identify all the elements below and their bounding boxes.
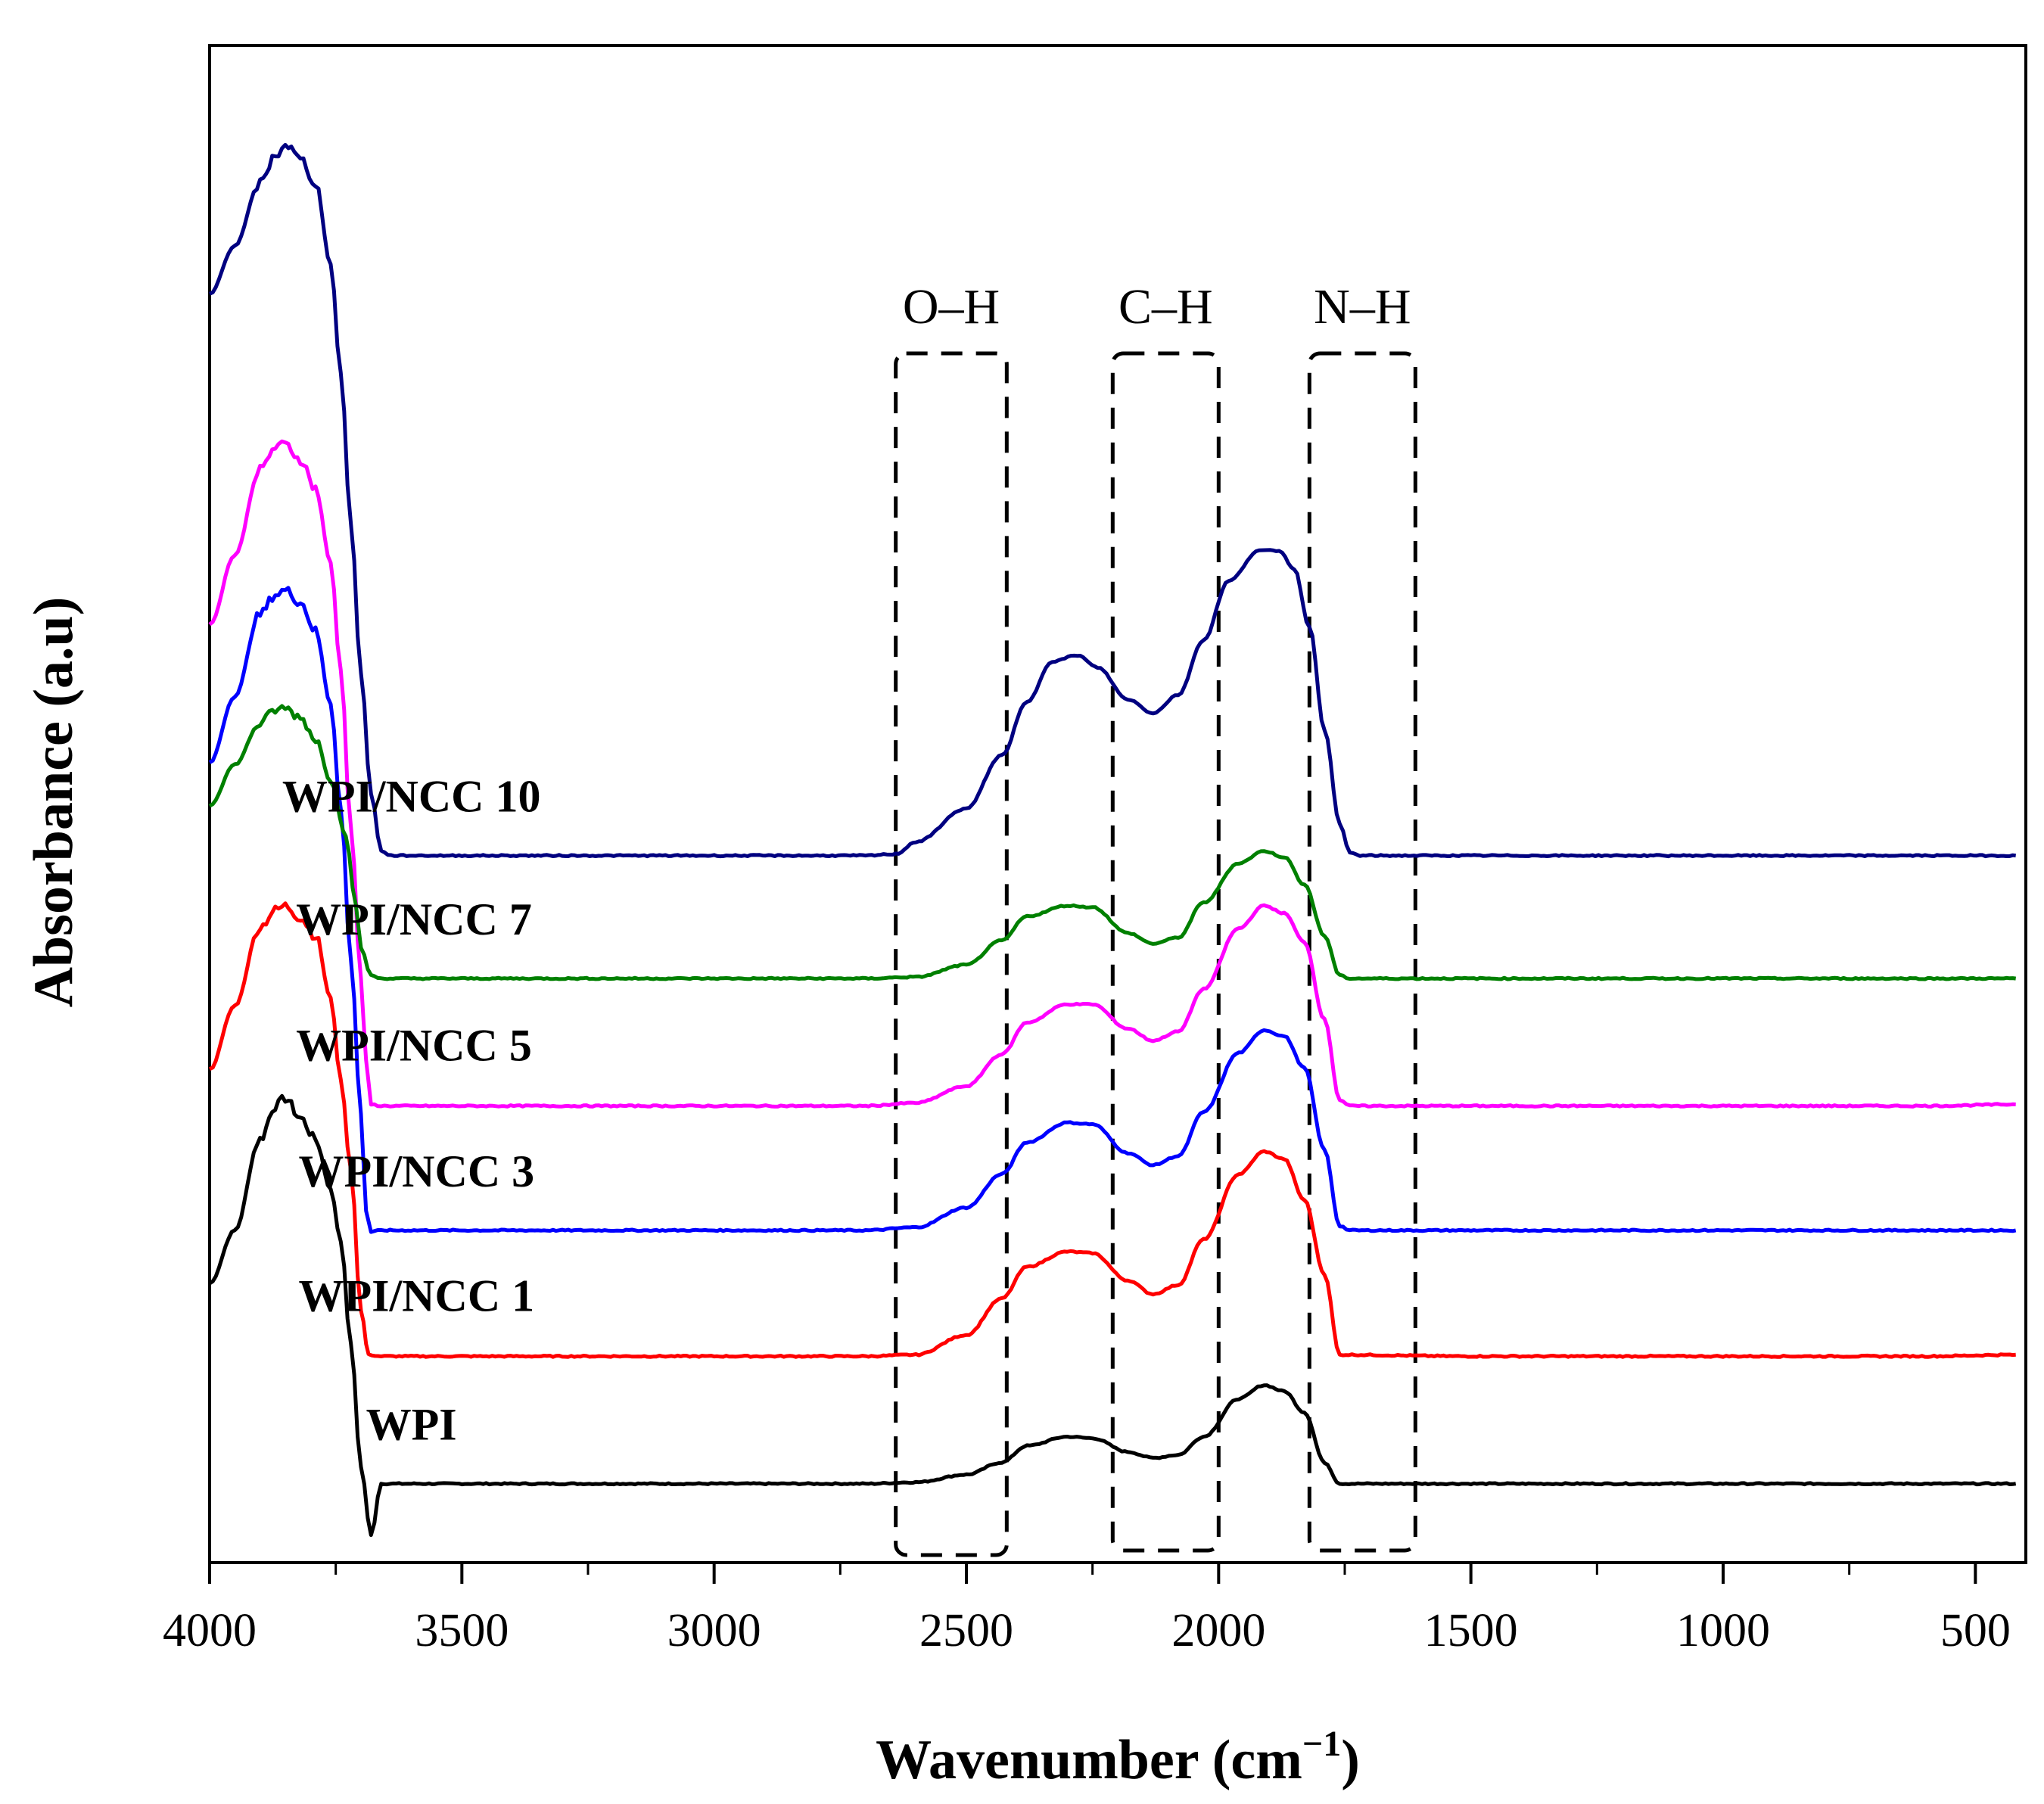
- x-axis: 4000 3500 3000 2500 2000 1500 1000 500: [163, 1563, 2011, 1656]
- x-tick-label-4: 2000: [1171, 1605, 1265, 1656]
- x-tick-label-6: 1000: [1676, 1605, 1770, 1656]
- series-line-4: [208, 704, 2017, 981]
- x-axis-title-close: ): [1341, 1729, 1360, 1791]
- x-axis-title-superscript: −1: [1302, 1724, 1341, 1764]
- series-lines: [208, 142, 2017, 1538]
- band-box-2: [1307, 351, 1417, 1553]
- series-label-0: WPI: [366, 1400, 457, 1450]
- series-line-5: [208, 142, 2017, 859]
- band-label-0: O–H: [903, 279, 1000, 334]
- series-labels: WPI WPI/NCC 1 WPI/NCC 3 WPI/NCC 5 WPI/NCC 7 W…: [282, 772, 541, 1450]
- x-tick-label-5: 1500: [1424, 1605, 1518, 1656]
- series-label-2: WPI/NCC 3: [298, 1146, 534, 1196]
- x-tick-label-1: 3500: [415, 1605, 509, 1656]
- series-line-3: [208, 439, 2016, 1109]
- series-label-1: WPI/NCC 1: [298, 1271, 534, 1320]
- series-label-5: WPI/NCC 10: [282, 772, 541, 822]
- band-label-2: N–H: [1314, 279, 1411, 334]
- x-tick-label-3: 2500: [919, 1605, 1013, 1656]
- series-line-1: [208, 901, 2016, 1359]
- series-line-2: [208, 586, 2017, 1234]
- series-line-0: [208, 1093, 2017, 1538]
- band-box-1: [1110, 351, 1221, 1553]
- x-axis-title-base: Wavenumber (cm: [876, 1729, 1302, 1791]
- x-tick-label-7: 500: [1940, 1605, 2011, 1656]
- x-axis-title: Wavenumber (cm−1): [876, 1724, 1360, 1791]
- y-axis-title: Absorbance (a.u): [23, 597, 85, 1008]
- x-tick-label-2: 3000: [667, 1605, 761, 1656]
- band-box-0: [894, 351, 1009, 1557]
- series-label-3: WPI/NCC 5: [296, 1020, 532, 1070]
- series-label-4: WPI/NCC 7: [296, 894, 532, 944]
- band-annotations: O–H C–H N–H: [894, 279, 1417, 1557]
- band-label-1: C–H: [1118, 279, 1213, 334]
- x-tick-label-0: 4000: [163, 1605, 257, 1656]
